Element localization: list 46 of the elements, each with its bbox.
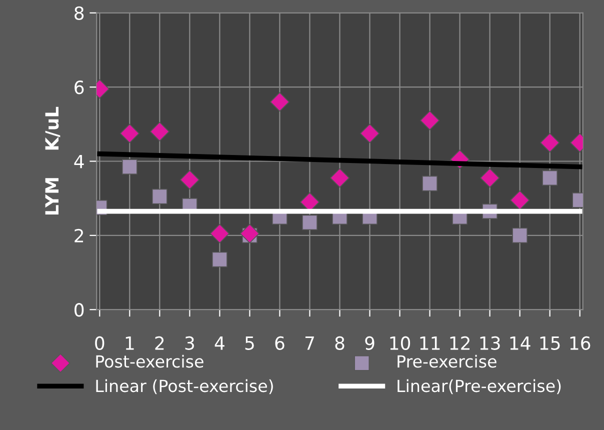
x-tick-label: 13 — [480, 336, 500, 350]
point — [480, 168, 500, 188]
x-tick-label: 12 — [450, 336, 470, 350]
y-tick-label: 8 — [74, 6, 84, 20]
y-tick-label: 4 — [74, 154, 84, 168]
point — [122, 159, 138, 175]
legend-label: Linear(Pre-exercise) — [398, 379, 561, 394]
y-axis-title: LYM K/uL — [45, 106, 60, 214]
legend-label: Post-exercise — [96, 354, 204, 368]
y-tick-label: 0 — [74, 303, 84, 317]
point — [302, 214, 318, 230]
x-tick-label: 2 — [155, 336, 164, 350]
point — [420, 110, 440, 130]
x-tick-label: 8 — [335, 336, 344, 350]
point — [240, 224, 260, 244]
point — [510, 190, 530, 210]
x-tick-label: 14 — [510, 336, 530, 350]
x-tick-label: 16 — [570, 336, 590, 350]
point — [152, 188, 168, 204]
point — [542, 170, 558, 186]
point — [422, 176, 438, 192]
legend-label: Linear (Post-exercise) — [96, 379, 273, 394]
x-tick-label: 11 — [420, 336, 440, 350]
x-tick-label: 15 — [540, 336, 560, 350]
x-tick-label: 4 — [214, 336, 224, 350]
y-tick-label: 2 — [74, 228, 84, 242]
point — [540, 132, 560, 152]
point — [150, 122, 170, 142]
x-tick-label: 3 — [185, 336, 194, 350]
point — [212, 252, 228, 268]
x-tick-label: 0 — [95, 336, 104, 350]
point — [512, 228, 528, 244]
legend-label: Pre-exercise — [398, 354, 496, 368]
point — [120, 124, 140, 144]
x-tick-label: 6 — [275, 336, 284, 350]
x-tick-label: 9 — [365, 336, 374, 350]
x-tick-label: 10 — [390, 336, 410, 350]
y-tick-label: 6 — [74, 80, 84, 94]
x-tick-label: 1 — [126, 336, 134, 350]
x-tick-label: 7 — [305, 336, 314, 350]
point — [180, 170, 200, 190]
point — [360, 124, 380, 144]
point — [270, 92, 290, 112]
point — [210, 224, 230, 244]
x-tick-label: 5 — [245, 336, 254, 350]
point — [330, 168, 350, 188]
